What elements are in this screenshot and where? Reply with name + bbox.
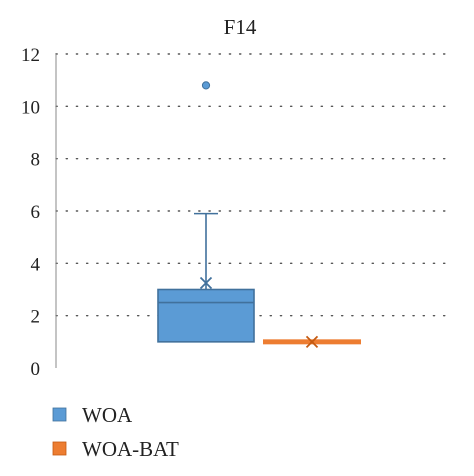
legend-label: WOA (82, 403, 133, 427)
legend-item-woa-bat: WOA-BAT (52, 437, 179, 461)
y-tick-label-4: 4 (31, 254, 41, 275)
mean-marker (199, 276, 213, 290)
y-tick-label-6: 6 (31, 202, 41, 223)
outlier-point (201, 81, 211, 90)
y-tick-label-10: 10 (21, 97, 40, 118)
legend-item-woa: WOA (52, 403, 133, 427)
boxes (157, 81, 361, 348)
legend-swatch (52, 407, 67, 422)
box-woa-bat (263, 335, 361, 348)
box-iqr (157, 288, 255, 343)
chart-title: F14 (224, 15, 257, 39)
gridlines (55, 53, 447, 317)
y-tick-label-2: 2 (31, 307, 41, 328)
y-tick-label-0: 0 (31, 359, 41, 380)
box-woa (157, 81, 255, 343)
y-tick-label-8: 8 (31, 150, 41, 171)
y-tick-label-12: 12 (21, 45, 40, 66)
y-axis: 0 2 4 6 8 10 12 (21, 45, 57, 380)
legend-label: WOA-BAT (82, 437, 179, 461)
legend: WOA WOA-BAT (52, 403, 179, 461)
mean-marker (305, 335, 319, 348)
legend-swatch (52, 441, 67, 456)
